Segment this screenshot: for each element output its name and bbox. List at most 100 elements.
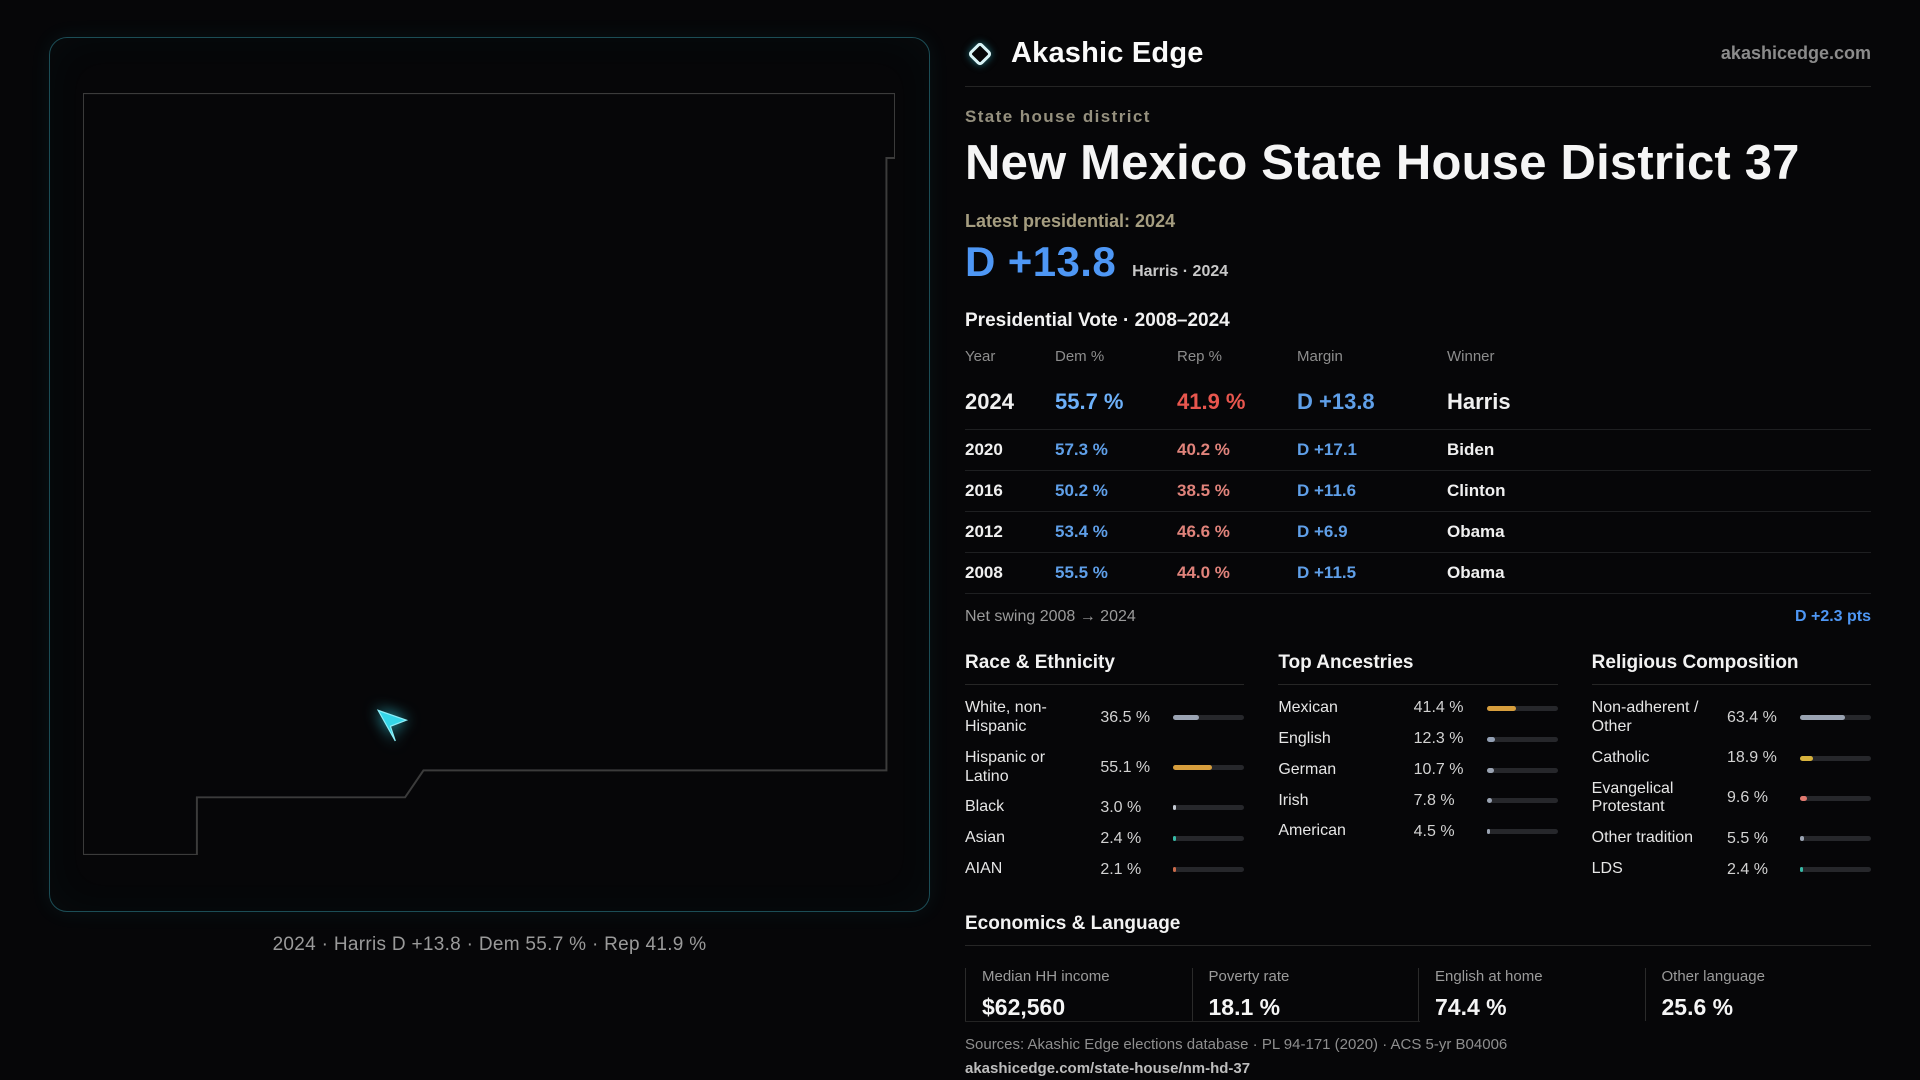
demo-bar bbox=[1486, 705, 1558, 711]
econ-stat: Median HH income $62,560 bbox=[965, 968, 1192, 1022]
vote-col-2: Rep % bbox=[1177, 347, 1223, 365]
demo-row: White, non-Hispanic 36.5 % bbox=[965, 693, 1245, 743]
vote-row-2024: 2024 55.7 % 41.9 % D +13.8 Harris bbox=[965, 375, 1871, 429]
brand-header: Akashic Edge akashicedge.com bbox=[965, 37, 1871, 87]
demo-value: 4.5 % bbox=[1413, 822, 1455, 840]
demo-bar bbox=[1173, 715, 1245, 721]
demo-label: Black bbox=[965, 798, 1005, 816]
vote-margin: D +6.9 bbox=[1297, 521, 1348, 541]
demo-value: 55.1 % bbox=[1100, 758, 1151, 776]
demo-value: 5.5 % bbox=[1727, 829, 1768, 847]
vote-rep: 46.6 % bbox=[1177, 521, 1230, 541]
demo-label: White, non-Hispanic bbox=[965, 698, 1047, 735]
demo-value: 10.7 % bbox=[1413, 761, 1464, 779]
econ-stat-value: 25.6 % bbox=[1661, 994, 1734, 1021]
net-swing-label: Net swing 2008 → 2024 bbox=[965, 607, 1136, 625]
econ-stat: Other language 25.6 % bbox=[1644, 968, 1872, 1022]
district-37-shape bbox=[376, 709, 409, 742]
sources-line: Sources: Akashic Edge elections database… bbox=[965, 1036, 1508, 1054]
demo-label: Asian bbox=[965, 829, 1006, 847]
vote-table-body: 2024 55.7 % 41.9 % D +13.8 Harris 2020 57.3 % 4… bbox=[965, 375, 1871, 594]
demo-label: English bbox=[1278, 729, 1331, 747]
demo-value: 3.0 % bbox=[1100, 798, 1142, 816]
econ-stat-label: Other language bbox=[1661, 968, 1765, 986]
demo-bar bbox=[1800, 715, 1871, 721]
vote-rep: 38.5 % bbox=[1177, 480, 1230, 500]
footer: Sources: Akashic Edge elections database… bbox=[965, 1021, 1871, 1080]
vote-row-2016: 2016 50.2 % 38.5 % D +11.6 Clinton bbox=[965, 469, 1871, 511]
demo-bar bbox=[1173, 836, 1245, 842]
demo-bar bbox=[1800, 867, 1871, 873]
demo-row: Black 3.0 % bbox=[965, 792, 1245, 823]
demo-label: Non-adherent / Other bbox=[1591, 698, 1699, 735]
district-map-panel bbox=[49, 37, 930, 912]
demo-bar bbox=[1486, 829, 1558, 835]
vote-dem: 50.2 % bbox=[1055, 480, 1108, 500]
demographics-section: Race & Ethnicity White, non-Hispanic 36.5 … bbox=[965, 652, 1871, 885]
demo-label: Evangelical Protestant bbox=[1591, 779, 1674, 816]
vote-col-0: Year bbox=[965, 347, 996, 365]
demo-group-title: Religious Composition bbox=[1591, 652, 1871, 685]
econ-stat: Poverty rate 18.1 % bbox=[1191, 968, 1419, 1022]
demo-value: 2.1 % bbox=[1100, 860, 1142, 878]
brand-domain-link[interactable]: akashicedge.com bbox=[1720, 43, 1871, 63]
vote-year: 2024 bbox=[965, 388, 1014, 414]
demo-bar bbox=[1486, 798, 1558, 804]
vote-col-1: Dem % bbox=[1055, 347, 1105, 365]
vote-margin: D +11.5 bbox=[1297, 562, 1357, 582]
district-kicker: State house district bbox=[965, 107, 1151, 126]
headline-note: Harris · 2024 bbox=[1132, 262, 1229, 280]
demo-bar bbox=[1486, 767, 1558, 773]
demo-bar bbox=[1800, 795, 1871, 801]
demo-bar bbox=[1800, 755, 1871, 761]
demo-bar bbox=[1173, 805, 1245, 811]
new-mexico-map bbox=[83, 93, 895, 855]
vote-winner: Biden bbox=[1447, 439, 1495, 459]
demo-value: 36.5 % bbox=[1100, 708, 1151, 726]
latest-presidential-label: Latest presidential: 2024 bbox=[965, 210, 1176, 231]
demo-group: Top Ancestries Mexican 41.4 % English 12.3 %… bbox=[1278, 652, 1558, 885]
vote-dem: 57.3 % bbox=[1055, 439, 1108, 459]
headline-margin: D +13.8 bbox=[965, 237, 1117, 285]
demo-row: Mexican 41.4 % bbox=[1278, 693, 1558, 724]
demo-value: 18.9 % bbox=[1727, 749, 1777, 767]
brand-name: Akashic Edge bbox=[1011, 37, 1204, 69]
vote-col-3: Margin bbox=[1297, 347, 1343, 365]
demo-label: AIAN bbox=[965, 860, 1003, 878]
demo-group: Religious Composition Non-adherent / Othe… bbox=[1591, 652, 1871, 885]
vote-rep: 40.2 % bbox=[1177, 439, 1230, 459]
econ-stat-label: Median HH income bbox=[982, 968, 1110, 986]
demo-row: Asian 2.4 % bbox=[965, 823, 1245, 854]
demo-label: LDS bbox=[1591, 860, 1623, 878]
district-profile: Akashic Edge akashicedge.com State house… bbox=[965, 37, 1872, 1077]
demo-row: Other tradition 5.5 % bbox=[1592, 823, 1871, 854]
net-swing-value: D +2.3 pts bbox=[1794, 607, 1871, 625]
demo-bar bbox=[1486, 736, 1558, 742]
demo-row: English 12.3 % bbox=[1278, 724, 1558, 755]
demo-value: 2.4 % bbox=[1727, 860, 1768, 878]
headline-result: D +13.8 Harris · 2024 bbox=[965, 238, 1871, 286]
vote-row-2012: 2012 53.4 % 46.6 % D +6.9 Obama bbox=[965, 510, 1871, 552]
demo-label: Hispanic or Latino bbox=[965, 748, 1046, 785]
demo-bar bbox=[1800, 836, 1871, 842]
demo-value: 41.4 % bbox=[1413, 699, 1464, 717]
permalink-link[interactable]: akashicedge.com/state-house/nm-hd-37 bbox=[965, 1060, 1251, 1078]
vote-margin: D +17.1 bbox=[1297, 439, 1358, 459]
vote-year: 2016 bbox=[965, 480, 1003, 500]
economics-stats: Median HH income $62,560 Poverty rate 18.1 … bbox=[965, 968, 1872, 1022]
econ-stat-label: Poverty rate bbox=[1208, 968, 1290, 986]
demo-group-title: Top Ancestries bbox=[1278, 652, 1558, 685]
vote-year: 2012 bbox=[965, 521, 1003, 541]
demo-value: 7.8 % bbox=[1413, 791, 1455, 809]
econ-stat-value: $62,560 bbox=[982, 994, 1066, 1021]
econ-stat-label: English at home bbox=[1435, 968, 1543, 986]
demo-group-title: Race & Ethnicity bbox=[965, 652, 1245, 685]
demo-row: Catholic 18.9 % bbox=[1592, 743, 1871, 774]
demo-row: American 4.5 % bbox=[1278, 816, 1558, 847]
vote-year: 2008 bbox=[965, 562, 1003, 582]
demo-bar bbox=[1173, 765, 1245, 771]
vote-rep: 44.0 % bbox=[1177, 562, 1230, 582]
demo-value: 63.4 % bbox=[1727, 708, 1777, 726]
vote-row-2020: 2020 57.3 % 40.2 % D +17.1 Biden bbox=[965, 428, 1871, 470]
economics-title: Economics & Language bbox=[965, 913, 1871, 947]
